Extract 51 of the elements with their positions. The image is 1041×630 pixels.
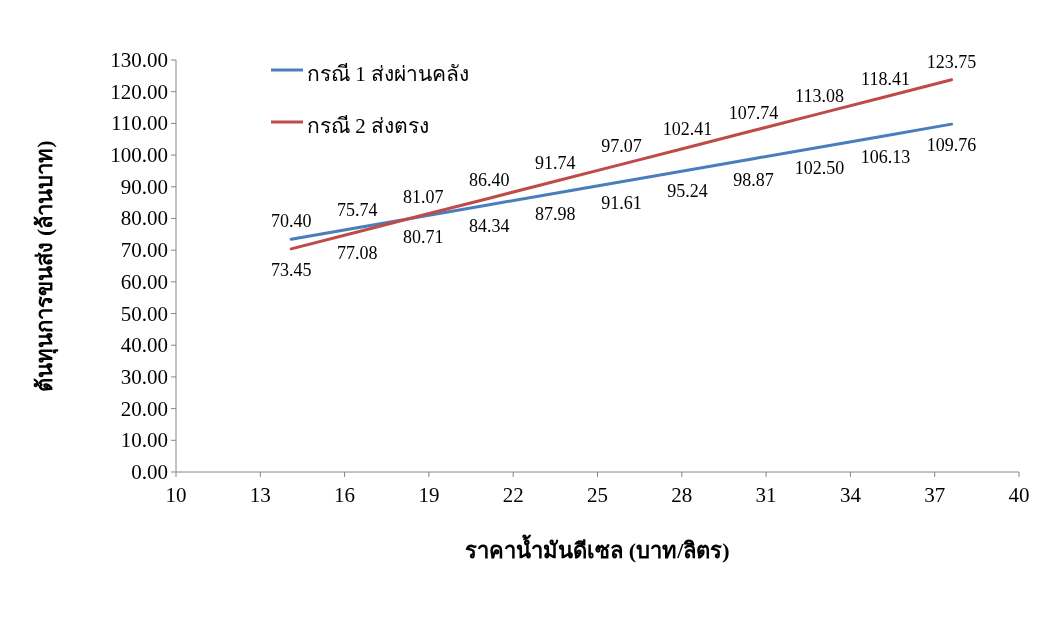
x-tick-label: 28 bbox=[671, 483, 693, 507]
y-tick-label: 90.00 bbox=[120, 174, 168, 199]
y-tick-label: 100.00 bbox=[110, 143, 168, 168]
y-axis-title: ต้นทุนการขนส่ง (ล้านบาท) bbox=[32, 140, 59, 392]
x-tick-label: 37 bbox=[924, 483, 946, 507]
y-tick-label: 120.00 bbox=[110, 79, 168, 104]
x-tick-label: 10 bbox=[165, 483, 187, 507]
x-tick-label: 19 bbox=[418, 483, 440, 507]
data-label: 75.74 bbox=[336, 199, 378, 220]
x-tick-label: 16 bbox=[334, 483, 356, 507]
data-label: 81.07 bbox=[403, 187, 444, 208]
data-label: 87.98 bbox=[535, 204, 576, 225]
data-label: 102.41 bbox=[662, 119, 713, 140]
data-label: 91.61 bbox=[601, 192, 642, 213]
y-tick-label: 80.00 bbox=[120, 206, 168, 231]
legend-label: กรณี 1 ส่งผ่านคลัง bbox=[307, 62, 469, 86]
data-label: 77.08 bbox=[336, 242, 378, 263]
data-label: 98.87 bbox=[733, 169, 774, 190]
data-label: 118.41 bbox=[861, 68, 910, 89]
data-label: 123.75 bbox=[926, 51, 977, 72]
data-label: 107.74 bbox=[728, 102, 779, 123]
data-label: 70.40 bbox=[270, 211, 312, 232]
data-label: 86.40 bbox=[469, 170, 510, 191]
legend-label: กรณี 2 ส่งตรง bbox=[307, 114, 429, 138]
y-tick-label: 0.00 bbox=[131, 460, 168, 484]
data-label: 97.07 bbox=[601, 136, 642, 157]
x-tick-label: 31 bbox=[755, 483, 777, 507]
y-tick-label: 10.00 bbox=[120, 428, 168, 453]
y-tick-label: 110.00 bbox=[111, 111, 168, 136]
x-tick-label: 40 bbox=[1008, 483, 1030, 507]
data-label: 73.45 bbox=[270, 259, 312, 280]
x-tick-label: 22 bbox=[502, 483, 524, 507]
x-tick-label: 25 bbox=[587, 483, 608, 507]
y-tick-label: 40.00 bbox=[120, 333, 168, 358]
y-tick-label: 20.00 bbox=[120, 396, 168, 421]
data-label: 109.76 bbox=[926, 135, 977, 156]
data-label: 106.13 bbox=[860, 146, 911, 167]
x-tick-label: 13 bbox=[249, 483, 271, 507]
data-label: 84.34 bbox=[469, 215, 510, 236]
data-label: 95.24 bbox=[667, 181, 708, 202]
y-tick-label: 70.00 bbox=[120, 238, 168, 263]
data-label: 102.50 bbox=[794, 158, 845, 179]
y-tick-label: 130.00 bbox=[110, 48, 168, 72]
y-tick-label: 60.00 bbox=[120, 269, 168, 294]
y-tick-label: 30.00 bbox=[120, 364, 168, 389]
y-tick-label: 50.00 bbox=[120, 301, 168, 326]
x-axis-title: ราคาน้ำมันดีเซล (บาท/ลิตร) bbox=[465, 534, 730, 563]
data-label: 113.08 bbox=[795, 85, 844, 106]
x-tick-label: 34 bbox=[839, 483, 862, 507]
data-label: 91.74 bbox=[535, 153, 576, 174]
data-label: 80.71 bbox=[403, 227, 444, 248]
